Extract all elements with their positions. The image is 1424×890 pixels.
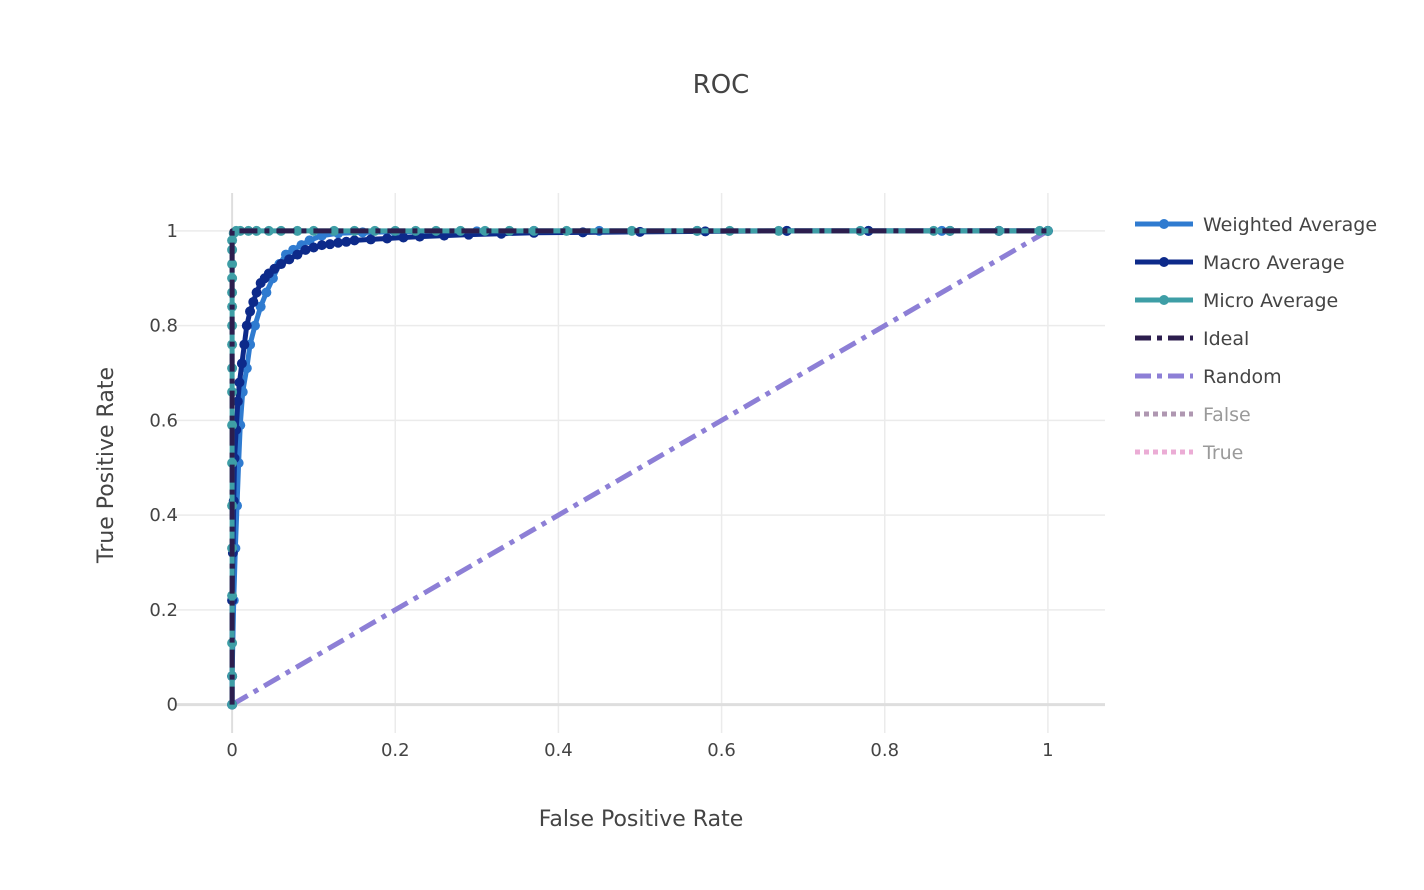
macro-average-point bbox=[308, 242, 319, 253]
y-axis-title: True Positive Rate bbox=[94, 367, 119, 564]
macro-average-point bbox=[349, 235, 360, 246]
x-tick-label: 0.2 bbox=[381, 740, 410, 761]
legend-item-true: True bbox=[1135, 442, 1243, 464]
macro-average-point bbox=[251, 287, 262, 298]
chart-title: ROC bbox=[693, 70, 750, 100]
macro-average-point bbox=[365, 234, 376, 245]
x-tick-label: 0 bbox=[226, 740, 237, 761]
random-series bbox=[230, 228, 1050, 707]
x-axis-title: False Positive Rate bbox=[539, 807, 743, 832]
ideal-line bbox=[229, 228, 1048, 705]
ideal-series bbox=[229, 228, 1048, 705]
x-tick-label: 0.4 bbox=[544, 740, 573, 761]
macro-average-point bbox=[300, 244, 311, 255]
macro-average-point bbox=[284, 254, 295, 265]
micro-average-point bbox=[773, 225, 784, 236]
legend-item-weighted-average: Weighted Average bbox=[1135, 214, 1377, 236]
y-tick-label: 0.2 bbox=[149, 600, 178, 621]
legend-label: Weighted Average bbox=[1203, 214, 1377, 236]
macro-average-point bbox=[236, 358, 247, 369]
macro-average-point bbox=[248, 296, 259, 307]
macro-average-point bbox=[325, 239, 335, 250]
y-tick-label: 0.6 bbox=[149, 410, 178, 431]
tick-labels: 0 0.2 0.4 0.6 0.8 1 0 0.2 0.4 0.6 0.8 1 bbox=[149, 221, 1053, 761]
macro-average-point bbox=[241, 320, 252, 331]
macro-average-point bbox=[382, 233, 393, 244]
legend-item-macro-average: Macro Average bbox=[1135, 252, 1345, 274]
legend-label: Micro Average bbox=[1203, 290, 1338, 312]
legend-marker bbox=[1159, 219, 1169, 229]
legend-label: True bbox=[1202, 442, 1243, 464]
y-tick-label: 0.8 bbox=[149, 316, 178, 337]
macro-average-point bbox=[316, 240, 327, 251]
legend-item-false: False bbox=[1135, 404, 1251, 426]
x-tick-label: 1 bbox=[1042, 740, 1053, 761]
micro-average-point bbox=[329, 225, 340, 236]
macro-average-point bbox=[333, 237, 344, 248]
legend-marker bbox=[1159, 295, 1169, 305]
legend-item-ideal: Ideal bbox=[1135, 328, 1249, 350]
micro-average-point bbox=[626, 225, 637, 236]
legend-marker bbox=[1159, 257, 1169, 267]
plot-area bbox=[227, 225, 1053, 710]
macro-average-point bbox=[398, 232, 409, 243]
y-tick-label: 0.4 bbox=[149, 505, 178, 526]
macro-average-point bbox=[232, 396, 243, 407]
legend: Weighted Average Macro Average Micro Avera… bbox=[1135, 214, 1377, 464]
macro-average-point bbox=[234, 377, 245, 388]
legend-label: Random bbox=[1203, 366, 1282, 388]
random-line bbox=[230, 228, 1050, 707]
macro-average-point bbox=[341, 236, 352, 247]
weighted-average-point bbox=[249, 320, 260, 331]
x-tick-label: 0.6 bbox=[707, 740, 736, 761]
y-tick-label: 1 bbox=[167, 221, 178, 242]
legend-item-micro-average: Micro Average bbox=[1135, 290, 1338, 312]
weighted-average-point bbox=[255, 301, 266, 312]
micro-average-point bbox=[292, 225, 303, 236]
macro-average-point bbox=[239, 339, 250, 350]
macro-average-point bbox=[245, 306, 256, 317]
macro-average-point bbox=[276, 259, 287, 270]
legend-label: Macro Average bbox=[1203, 252, 1345, 274]
legend-label: Ideal bbox=[1203, 328, 1249, 350]
legend-label: False bbox=[1203, 404, 1251, 426]
micro-average-point bbox=[227, 259, 238, 270]
x-tick-label: 0.8 bbox=[870, 740, 899, 761]
grid bbox=[175, 193, 1105, 733]
y-tick-label: 0 bbox=[167, 695, 178, 716]
legend-item-random: Random bbox=[1135, 366, 1282, 388]
weighted-average-point bbox=[261, 287, 272, 298]
macro-average-point bbox=[292, 249, 303, 260]
